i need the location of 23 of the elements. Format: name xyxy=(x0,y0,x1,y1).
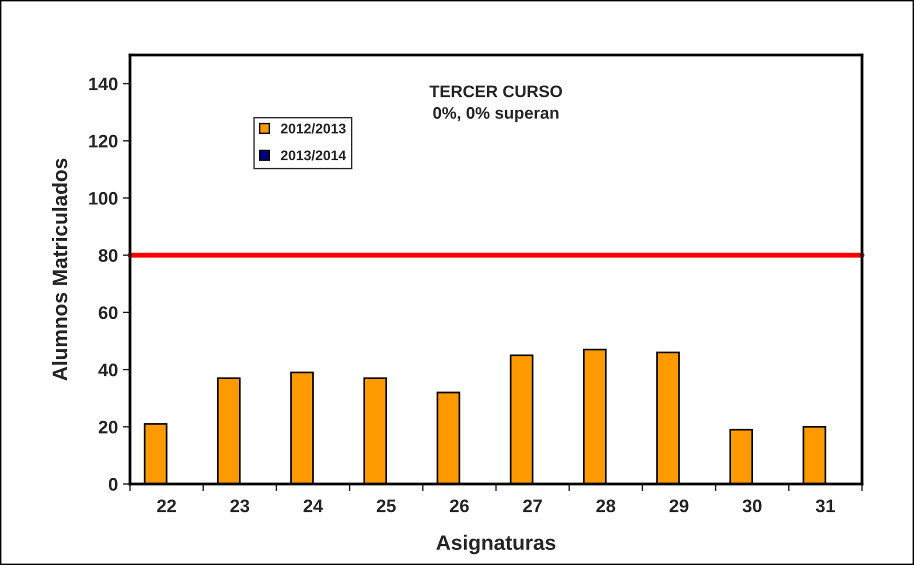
x-tick-label: 25 xyxy=(376,499,396,512)
x-tick-label: 26 xyxy=(450,499,469,512)
y-tick-label: 0 xyxy=(108,478,118,491)
x-tick-label: 24 xyxy=(304,499,323,512)
x-axis-title: Asignaturas xyxy=(436,534,556,554)
y-tick-label: 80 xyxy=(98,249,118,262)
y-tick-label: 120 xyxy=(89,134,118,148)
y-tick-label: 140 xyxy=(89,78,118,90)
legend-label: 2012/2013 xyxy=(280,123,346,134)
y-tick-label: 100 xyxy=(89,192,118,205)
y-axis-title: Alumnos Matriculados xyxy=(52,158,68,381)
x-tick-label: 23 xyxy=(230,499,250,512)
x-tick-label: 29 xyxy=(670,499,688,512)
x-tick-label: 22 xyxy=(157,499,176,512)
text: TERCER CURSO 0%, 0% superan xyxy=(430,85,562,122)
y-tick-label: 40 xyxy=(98,364,118,376)
x-tick-label: 27 xyxy=(523,499,542,512)
y-tick-label: 60 xyxy=(98,306,118,320)
x-tick-label: 28 xyxy=(596,499,616,512)
legend-label: 2013/2014 xyxy=(280,150,346,160)
y-tick-label: 20 xyxy=(98,420,118,434)
x-tick-label: 30 xyxy=(742,499,762,512)
x-tick-label: 31 xyxy=(816,499,835,512)
